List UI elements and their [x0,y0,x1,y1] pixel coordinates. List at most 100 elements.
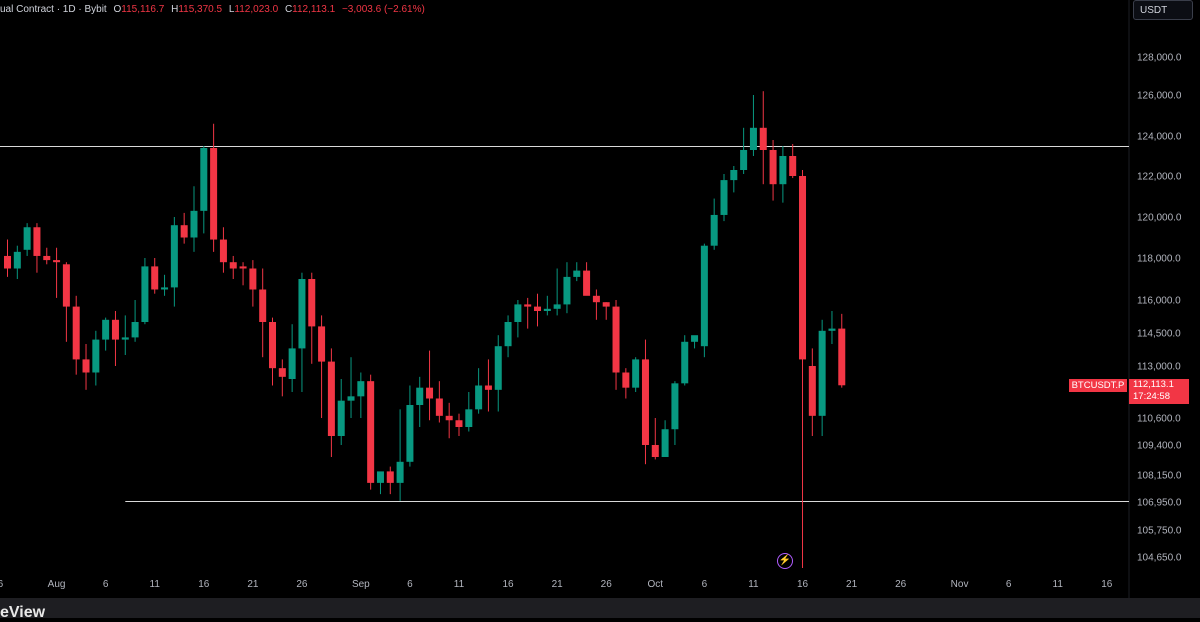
candle [583,262,591,296]
symbol-title: ual Contract · 1D · Bybit [0,4,107,15]
candle [641,339,649,465]
candle [406,385,414,467]
candle-body [592,295,600,303]
candle [818,319,826,436]
candle [681,335,689,386]
candle [33,223,41,273]
candle [131,300,139,342]
candle-body [82,359,90,373]
candle-body [632,359,640,388]
candle-body [416,387,424,405]
x-tick-label: Aug [48,579,66,590]
open-label: O [113,4,122,15]
candle [720,174,728,222]
candle [239,262,247,286]
candle [799,170,807,569]
candle [210,123,218,252]
candle [435,381,443,423]
x-tick-label: 26 [601,579,613,590]
candle [651,418,659,460]
candle-body [808,366,816,416]
candle [671,381,679,445]
candle [92,330,100,386]
x-tick-label: 16 [198,579,210,590]
candle-body [534,306,542,311]
candle [347,357,355,418]
candle-body [455,420,463,427]
candle-body [671,383,679,430]
candle-body [249,268,257,290]
candle [269,317,277,386]
last-price-label: 112,113.1 17:24:58 [1129,379,1189,404]
candle [759,91,767,185]
candle [779,146,787,203]
x-tick-label: 16 [1101,579,1113,590]
candle-body [543,308,551,311]
x-tick-label: 21 [552,579,564,590]
close-label: C [284,4,293,15]
candle [259,268,267,358]
x-tick-label: 21 [247,579,259,590]
y-tick-label: 126,000.0 [1137,91,1182,102]
candle-body [681,341,689,384]
candle-body [229,262,237,269]
candle [592,289,600,320]
candle-body [563,276,571,305]
candle [700,243,708,358]
candle-body [602,302,610,307]
candle-body [278,368,286,377]
change-value: −3,003.6 (−2.61%) [341,4,425,15]
candle-body [475,385,483,410]
candle [710,198,718,250]
footer-bar [0,598,1200,618]
candle-body [789,156,797,176]
candle [367,374,375,490]
y-tick-label: 110,600.0 [1137,414,1181,425]
candle [23,223,31,256]
candle-body [426,387,434,399]
candle [386,466,394,495]
y-tick-label: 124,000.0 [1137,132,1182,143]
x-tick-label: Oct [648,579,664,590]
candle-body [445,415,453,421]
candle [622,368,630,399]
candle-body [180,225,188,238]
y-tick-label: 106,950.0 [1137,498,1182,509]
candle [691,335,699,349]
candle-body [62,264,70,307]
candle [465,392,473,432]
candle [514,300,522,338]
candle [534,293,542,327]
price-chart[interactable]: 128,000.0 126,000.0 124,000.0 122,000.0 120,… [0,0,1200,598]
candle [308,272,316,364]
candle-body [641,359,649,445]
candle [455,413,463,436]
candle-body [406,405,414,462]
candle-body [484,385,492,390]
currency-button[interactable]: USDT [1133,0,1193,20]
x-tick-label: 11 [150,579,161,590]
candle [229,255,237,279]
candle [730,166,738,193]
candle-body [779,156,787,185]
candle [445,402,453,439]
candle-body [308,279,316,327]
y-tick-label: 114,500.0 [1137,329,1181,340]
candle-body [111,319,119,340]
candle [396,409,404,501]
lightning-icon[interactable]: ⚡ [777,553,793,569]
candle [327,348,335,457]
candle-body [200,148,208,211]
candle [161,274,169,296]
x-tick-label: 6 [702,579,708,590]
candle-body [4,255,11,269]
candle [318,315,326,418]
candle-body [740,150,748,170]
candle-body [298,279,306,349]
candle-body [327,361,335,436]
candle-body [396,461,404,483]
candle [553,268,561,316]
candle [661,420,669,457]
candle [484,359,492,412]
candle [200,146,208,234]
